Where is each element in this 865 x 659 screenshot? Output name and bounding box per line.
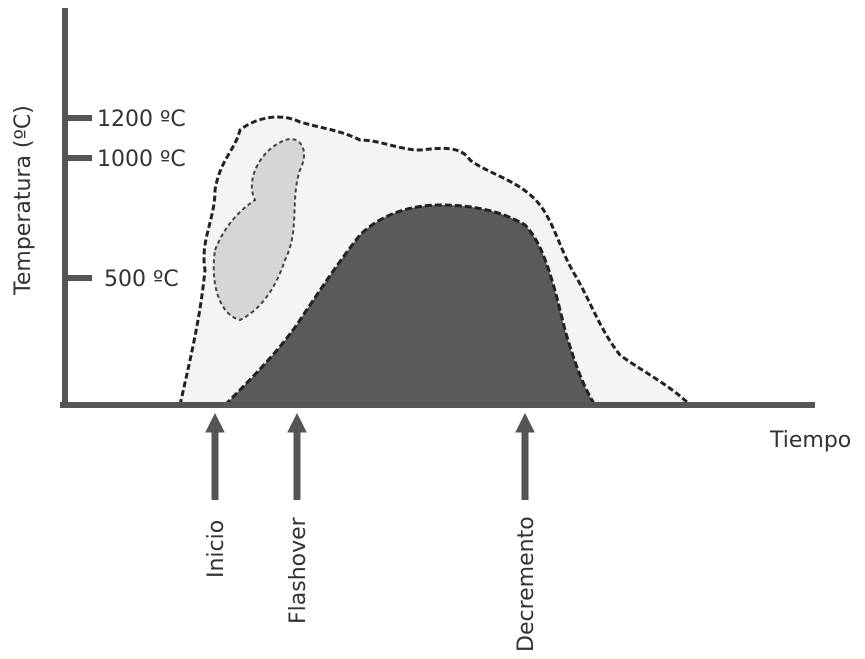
x-axis-label: Tiempo — [769, 428, 851, 453]
fire-diagram: 1200 ºC 1000 ºC 500 ºC Temperatura (ºC) … — [0, 0, 865, 655]
y-axis-label: Temperatura (ºC) — [11, 105, 36, 296]
phase-label: Decremento — [514, 516, 539, 652]
phase-label: Inicio — [204, 520, 229, 578]
phase-arrows — [206, 414, 534, 500]
fire-artwork — [180, 117, 690, 405]
y-tick-label: 500 ºC — [104, 267, 179, 292]
y-tick-label: 1000 ºC — [97, 147, 186, 172]
phase-label: Flashover — [286, 516, 311, 624]
y-tick-label: 1200 ºC — [97, 107, 186, 132]
